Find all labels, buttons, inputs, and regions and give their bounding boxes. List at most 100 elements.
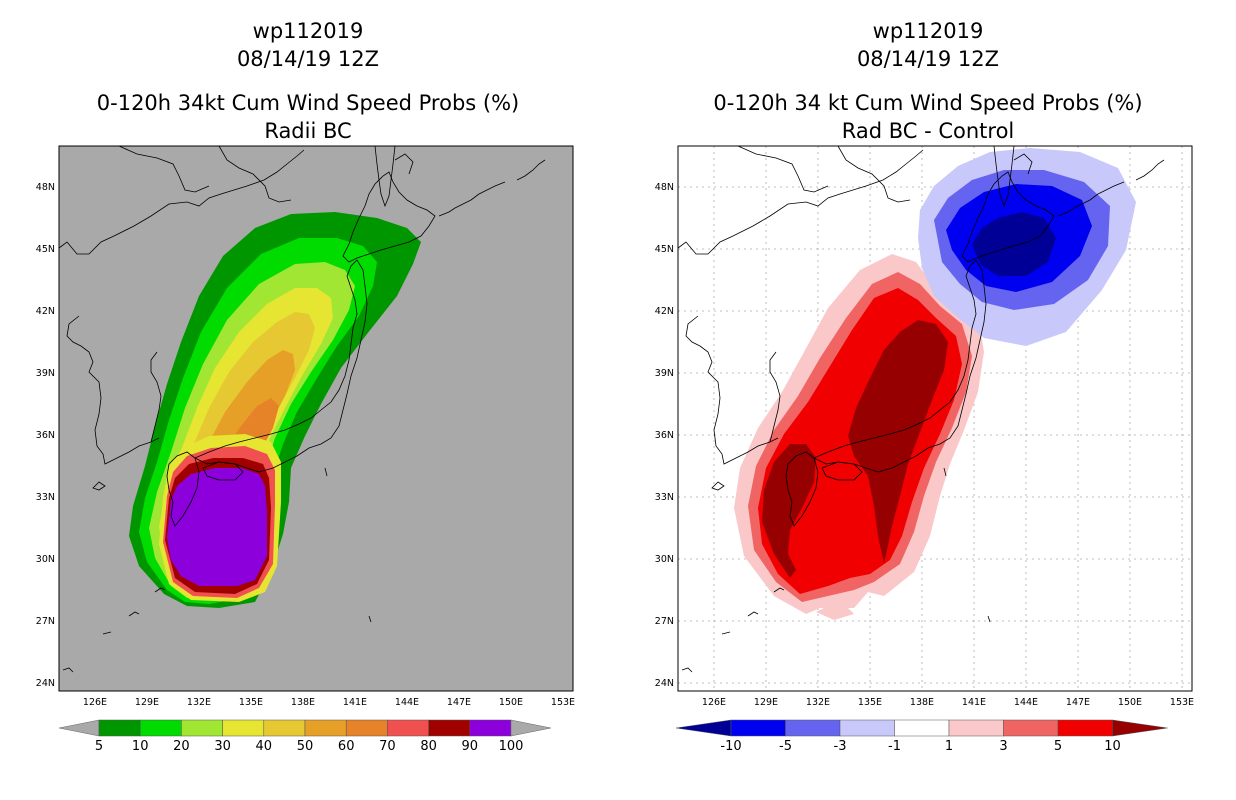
left-lat-tick-labels: 48N 45N 42N 39N 36N 33N 30N 27N 24N: [36, 182, 55, 689]
colorbar-label: 40: [256, 739, 273, 754]
colorbar-label: 90: [462, 739, 479, 754]
left-colorbar: 5 10 20 30 40 50 60 70 80 90 100: [58, 719, 552, 754]
colorbar-swatch: [839, 719, 895, 737]
colorbar-swatch: [139, 719, 182, 737]
left-titles: wp112019 08/14/19 12Z 0-120h 34kt Cum Wi…: [97, 19, 519, 143]
lat-tick-label: 36N: [36, 430, 55, 441]
left-colorbar-boxes: [98, 719, 512, 737]
colorbar-label: 70: [379, 739, 396, 754]
lon-tick-label: 147E: [1066, 697, 1090, 708]
colorbar-label: -1: [888, 739, 901, 754]
left-subtitle: Radii BC: [264, 119, 351, 143]
lon-tick-label: 147E: [447, 697, 471, 708]
lat-tick-label: 27N: [655, 616, 674, 627]
lon-tick-label: 126E: [83, 697, 107, 708]
lon-tick-label: 129E: [754, 697, 778, 708]
right-lat-tick-labels: 48N 45N 42N 39N 36N 33N 30N 27N 24N: [655, 182, 674, 689]
lon-tick-label: 126E: [702, 697, 726, 708]
left-datetime: 08/14/19 12Z: [237, 47, 379, 71]
lon-tick-label: 144E: [395, 697, 419, 708]
lat-tick-label: 36N: [655, 430, 674, 441]
lat-tick-label: 33N: [36, 492, 55, 503]
left-map: 126E 129E 132E 135E 138E 141E 144E 147E 150E 153E…: [36, 145, 575, 708]
colorbar-label: 30: [214, 739, 231, 754]
lon-tick-label: 138E: [291, 697, 315, 708]
colorbar-label: 1: [945, 739, 953, 754]
colorbar-swatch: [785, 719, 841, 737]
colorbar-swatch: [387, 719, 429, 737]
left-lon-tick-labels: 126E 129E 132E 135E 138E 141E 144E 147E 150E 153E: [83, 697, 575, 708]
diff-band-positive-10-peak-east: [848, 320, 948, 564]
colorbar-label: 5: [1054, 739, 1062, 754]
colorbar-label: 20: [173, 739, 190, 754]
right-storm-id: wp112019: [873, 19, 984, 43]
lon-tick-label: 144E: [1014, 697, 1038, 708]
colorbar-swatch: [1057, 719, 1113, 737]
colorbar-swatch: [304, 719, 347, 737]
right-map-frame: [677, 145, 1193, 692]
lon-tick-label: 129E: [135, 697, 159, 708]
right-datetime: 08/14/19 12Z: [857, 47, 999, 71]
lat-tick-label: 33N: [655, 492, 674, 503]
left-storm-id: wp112019: [253, 19, 364, 43]
colorbar-swatch: [469, 719, 512, 737]
lon-tick-label: 138E: [910, 697, 934, 708]
right-colorbar-labels: -10 -5 -3 -1 1 3 5 10: [720, 739, 1120, 754]
left-product-title: 0-120h 34kt Cum Wind Speed Probs (%): [97, 91, 519, 115]
colorbar-label: 5: [95, 739, 103, 754]
lon-tick-label: 150E: [1118, 697, 1142, 708]
left-colorbar-over-arrow: [510, 719, 552, 737]
left-colorbar-labels: 5 10 20 30 40 50 60 70 80 90 100: [95, 739, 524, 754]
diff-band-positive-10-peak-west: [762, 444, 816, 578]
right-lon-tick-labels: 126E 129E 132E 135E 138E 141E 144E 147E 150E 153E: [702, 697, 1194, 708]
colorbar-swatch: [263, 719, 306, 737]
lat-tick-label: 45N: [655, 244, 674, 255]
left-map-frame: [58, 145, 574, 692]
lon-tick-label: 141E: [343, 697, 367, 708]
colorbar-swatch: [428, 719, 471, 737]
colorbar-label: 10: [132, 739, 149, 754]
colorbar-swatch: [181, 719, 223, 737]
colorbar-label: 3: [999, 739, 1007, 754]
lon-tick-label: 153E: [1170, 697, 1194, 708]
colorbar-over-arrow: [1112, 719, 1168, 737]
lon-tick-label: 132E: [187, 697, 211, 708]
colorbar-swatch: [98, 719, 141, 737]
lat-tick-label: 45N: [36, 244, 55, 255]
colorbar-label: 10: [1104, 739, 1121, 754]
lon-tick-label: 135E: [239, 697, 263, 708]
lat-tick-label: 42N: [36, 306, 55, 317]
lon-tick-label: 153E: [551, 697, 575, 708]
lon-tick-label: 141E: [962, 697, 986, 708]
left-colorbar-under-arrow: [58, 719, 100, 737]
colorbar-label: -5: [779, 739, 792, 754]
lon-tick-label: 135E: [858, 697, 882, 708]
colorbar-under-arrow: [675, 719, 732, 737]
colorbar-swatch: [1003, 719, 1059, 737]
lat-tick-label: 24N: [36, 678, 55, 689]
colorbar-swatch: [730, 719, 786, 737]
left-probability-contours: [129, 212, 421, 608]
lat-tick-label: 24N: [655, 678, 674, 689]
colorbar-swatch: [894, 719, 950, 737]
lat-tick-label: 30N: [36, 554, 55, 565]
prob-band-100: [167, 468, 267, 586]
lon-tick-label: 150E: [499, 697, 523, 708]
colorbar-label: 100: [499, 739, 524, 754]
lat-tick-label: 39N: [655, 368, 674, 379]
right-colorbar-boxes: [675, 719, 1168, 737]
lat-tick-label: 42N: [655, 306, 674, 317]
colorbar-swatch: [222, 719, 265, 737]
lat-tick-label: 48N: [36, 182, 55, 193]
lat-tick-label: 48N: [655, 182, 674, 193]
colorbar-label: 50: [297, 739, 314, 754]
right-colorbar: -10 -5 -3 -1 1 3 5 10: [675, 719, 1168, 754]
colorbar-label: 80: [420, 739, 437, 754]
right-map: 126E 129E 132E 135E 138E 141E 144E 147E 150E 153E…: [655, 145, 1194, 708]
colorbar-swatch: [948, 719, 1004, 737]
colorbar-label: -10: [720, 739, 741, 754]
left-panel: wp112019 08/14/19 12Z 0-120h 34kt Cum Wi…: [36, 19, 575, 754]
diff-near-zero-area: [816, 606, 854, 620]
lat-tick-label: 39N: [36, 368, 55, 379]
